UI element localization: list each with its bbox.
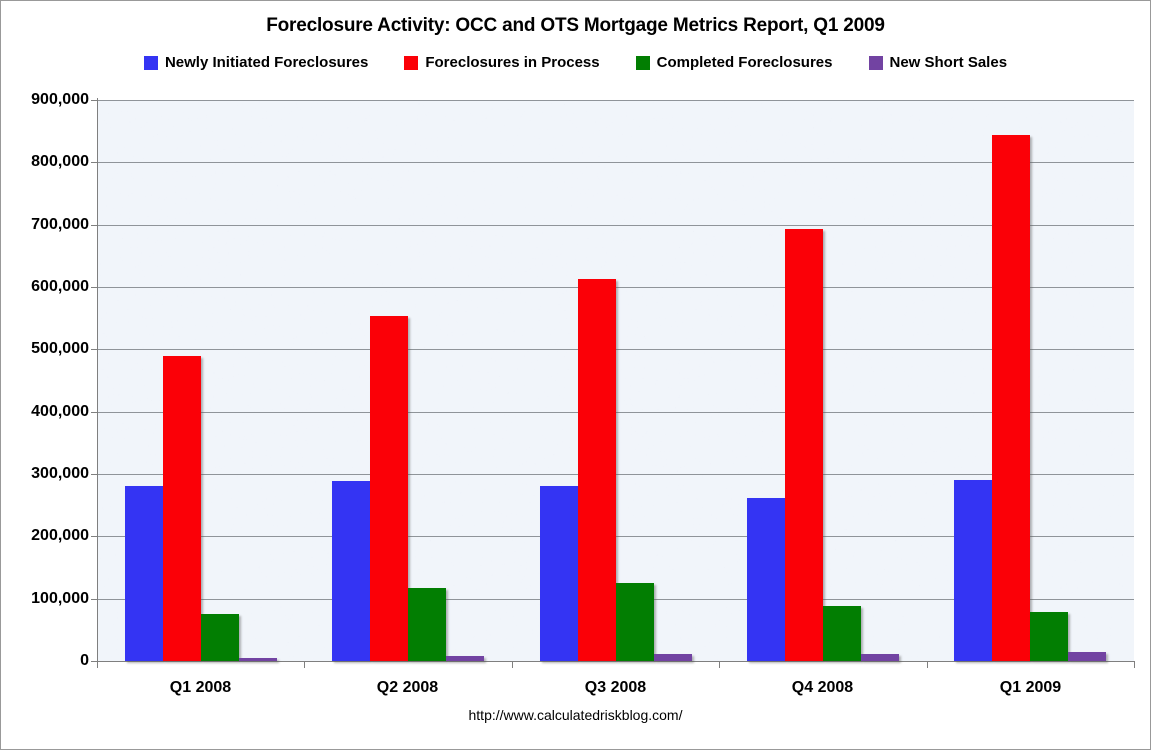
x-axis-label-q2-2008: Q2 2008 <box>376 679 439 696</box>
legend-item-new-short-sales: New Short Sales <box>868 54 1008 71</box>
bar-foreclosures-in-process-q1-2008 <box>163 356 201 661</box>
y-axis-label: 600,000 <box>31 278 89 295</box>
legend-label: New Short Sales <box>889 54 1008 71</box>
gridline <box>97 162 1134 163</box>
bar-new-short-sales-q1-2008 <box>239 658 277 661</box>
x-axis-label-q1-2008: Q1 2008 <box>169 679 232 696</box>
x-axis-tick <box>97 661 98 668</box>
bar-newly-initiated-foreclosures-q1-2008 <box>125 486 163 661</box>
bar-newly-initiated-foreclosures-q4-2008 <box>747 498 785 661</box>
gridline <box>97 100 1134 101</box>
y-axis-label: 0 <box>80 652 89 669</box>
legend-swatch-icon <box>143 55 158 70</box>
legend-swatch-icon <box>404 55 419 70</box>
legend-swatch-icon <box>868 55 883 70</box>
y-axis-tick <box>91 474 97 475</box>
x-axis-line <box>97 661 1134 662</box>
legend-item-newly-initiated-foreclosures: Newly Initiated Foreclosures <box>143 54 369 71</box>
x-axis-tick <box>512 661 513 668</box>
y-axis-label: 500,000 <box>31 340 89 357</box>
bar-new-short-sales-q4-2008 <box>861 654 899 661</box>
y-axis-tick <box>91 225 97 226</box>
chart-title: Foreclosure Activity: OCC and OTS Mortga… <box>266 15 885 36</box>
bar-completed-foreclosures-q4-2008 <box>823 606 861 661</box>
bar-newly-initiated-foreclosures-q3-2008 <box>540 486 578 661</box>
bar-completed-foreclosures-q2-2008 <box>408 588 446 661</box>
y-axis-tick <box>91 287 97 288</box>
x-axis-tick <box>927 661 928 668</box>
y-axis-tick <box>91 661 97 662</box>
legend-label: Completed Foreclosures <box>656 54 833 71</box>
y-axis-label: 100,000 <box>31 590 89 607</box>
bar-completed-foreclosures-q3-2008 <box>616 583 654 661</box>
x-axis-label-q4-2008: Q4 2008 <box>791 679 854 696</box>
y-axis-tick <box>91 349 97 350</box>
bar-new-short-sales-q1-2009 <box>1068 652 1106 661</box>
bar-completed-foreclosures-q1-2008 <box>201 614 239 661</box>
bar-foreclosures-in-process-q2-2008 <box>370 316 408 661</box>
legend-item-completed-foreclosures: Completed Foreclosures <box>635 54 833 71</box>
bar-foreclosures-in-process-q4-2008 <box>785 229 823 661</box>
legend: Newly Initiated Foreclosures Foreclosures… <box>1 54 1150 71</box>
legend-item-foreclosures-in-process: Foreclosures in Process <box>404 54 600 71</box>
bar-foreclosures-in-process-q3-2008 <box>578 279 616 661</box>
x-axis-tick <box>719 661 720 668</box>
gridline <box>97 225 1134 226</box>
legend-swatch-icon <box>635 55 650 70</box>
y-axis-tick <box>91 599 97 600</box>
y-axis-label: 900,000 <box>31 91 89 108</box>
y-axis-tick <box>91 412 97 413</box>
y-axis-label: 700,000 <box>31 216 89 233</box>
bar-foreclosures-in-process-q1-2009 <box>992 135 1030 661</box>
bar-newly-initiated-foreclosures-q2-2008 <box>332 481 370 661</box>
y-axis-label: 200,000 <box>31 527 89 544</box>
y-axis-label: 400,000 <box>31 403 89 420</box>
x-axis-label-q1-2009: Q1 2009 <box>999 679 1062 696</box>
x-axis-tick <box>1134 661 1135 668</box>
y-axis-line <box>97 98 98 668</box>
y-axis-tick <box>91 536 97 537</box>
y-axis-tick <box>91 100 97 101</box>
bar-new-short-sales-q2-2008 <box>446 656 484 661</box>
footer-url: http://www.calculatedriskblog.com/ <box>468 707 683 723</box>
bar-completed-foreclosures-q1-2009 <box>1030 612 1068 661</box>
x-axis-tick <box>304 661 305 668</box>
legend-label: Foreclosures in Process <box>425 54 600 71</box>
x-axis-label-q3-2008: Q3 2008 <box>584 679 647 696</box>
bar-new-short-sales-q3-2008 <box>654 654 692 661</box>
bar-newly-initiated-foreclosures-q1-2009 <box>954 480 992 661</box>
y-axis-label: 300,000 <box>31 465 89 482</box>
y-axis-tick <box>91 162 97 163</box>
y-axis-label: 800,000 <box>31 153 89 170</box>
legend-label: Newly Initiated Foreclosures <box>164 54 369 71</box>
